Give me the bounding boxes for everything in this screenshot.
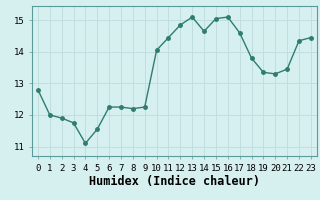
X-axis label: Humidex (Indice chaleur): Humidex (Indice chaleur)	[89, 175, 260, 188]
